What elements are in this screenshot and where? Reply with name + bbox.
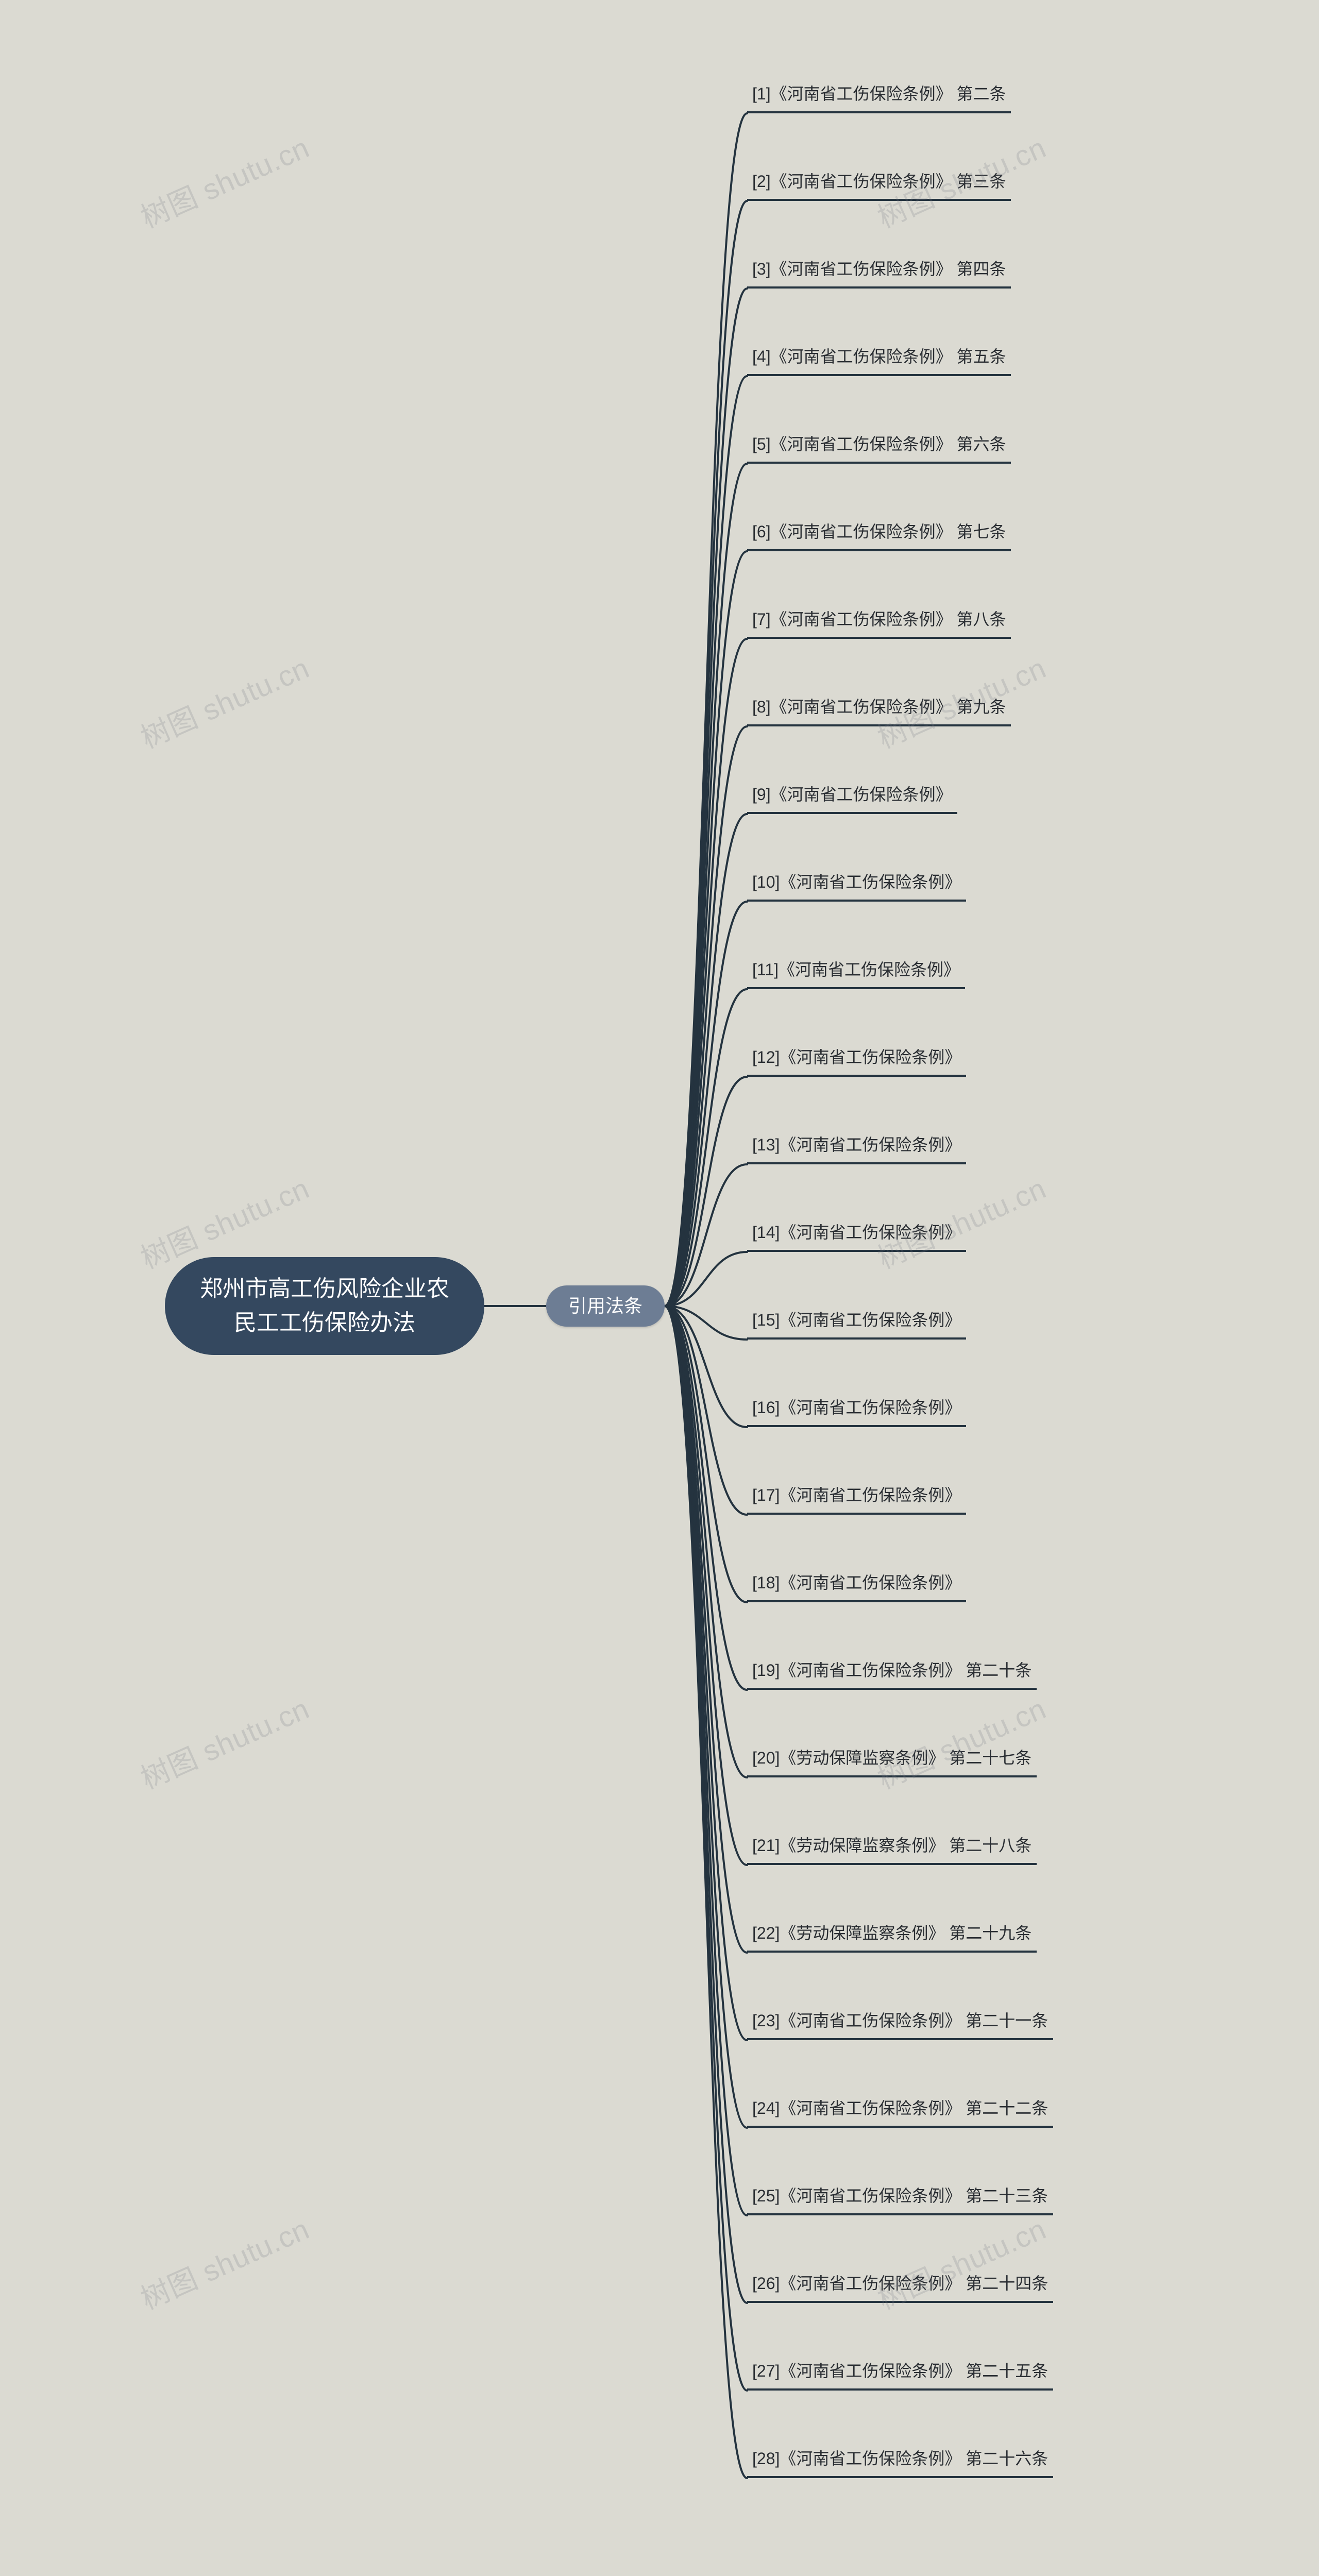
leaf-label: [3]《河南省工伤保险条例》 第四条 bbox=[752, 258, 1006, 281]
watermark-text: 树图 shutu.cn bbox=[133, 125, 315, 236]
leaf-label: [7]《河南省工伤保险条例》 第八条 bbox=[752, 608, 1006, 631]
leaf-label: [16]《河南省工伤保险条例》 bbox=[752, 1396, 961, 1419]
leaf-node[interactable]: [11]《河南省工伤保险条例》 bbox=[747, 953, 965, 989]
leaf-node[interactable]: [17]《河南省工伤保险条例》 bbox=[747, 1479, 966, 1515]
leaf-label: [18]《河南省工伤保险条例》 bbox=[752, 1571, 961, 1595]
leaf-label: [8]《河南省工伤保险条例》 第九条 bbox=[752, 696, 1006, 719]
leaf-label: [21]《劳动保障监察条例》 第二十八条 bbox=[752, 1834, 1031, 1857]
leaf-node[interactable]: [6]《河南省工伤保险条例》 第七条 bbox=[747, 515, 1011, 551]
leaf-label: [15]《河南省工伤保险条例》 bbox=[752, 1309, 961, 1332]
watermark-text: 树图 shutu.cn bbox=[133, 2206, 315, 2317]
leaf-node[interactable]: [1]《河南省工伤保险条例》 第二条 bbox=[747, 77, 1011, 113]
leaf-label: [23]《河南省工伤保险条例》 第二十一条 bbox=[752, 2009, 1048, 2032]
leaf-label: [28]《河南省工伤保险条例》 第二十六条 bbox=[752, 2447, 1048, 2470]
leaf-node[interactable]: [28]《河南省工伤保险条例》 第二十六条 bbox=[747, 2442, 1053, 2478]
mid-label: 引用法条 bbox=[568, 1293, 642, 1319]
leaf-node[interactable]: [7]《河南省工伤保险条例》 第八条 bbox=[747, 603, 1011, 639]
root-label: 郑州市高工伤风险企业农民工工伤保险办法 bbox=[191, 1272, 459, 1340]
leaf-node[interactable]: [22]《劳动保障监察条例》 第二十九条 bbox=[747, 1917, 1037, 1953]
leaf-node[interactable]: [14]《河南省工伤保险条例》 bbox=[747, 1216, 966, 1252]
leaf-label: [4]《河南省工伤保险条例》 第五条 bbox=[752, 345, 1006, 368]
watermark-text: 树图 shutu.cn bbox=[133, 1686, 315, 1797]
leaf-node[interactable]: [12]《河南省工伤保险条例》 bbox=[747, 1041, 966, 1077]
leaf-label: [26]《河南省工伤保险条例》 第二十四条 bbox=[752, 2272, 1048, 2295]
leaf-node[interactable]: [13]《河南省工伤保险条例》 bbox=[747, 1128, 966, 1164]
leaf-node[interactable]: [8]《河南省工伤保险条例》 第九条 bbox=[747, 690, 1011, 726]
leaf-label: [24]《河南省工伤保险条例》 第二十二条 bbox=[752, 2097, 1048, 2120]
leaf-label: [11]《河南省工伤保险条例》 bbox=[752, 958, 960, 981]
leaf-node[interactable]: [15]《河南省工伤保险条例》 bbox=[747, 1303, 966, 1340]
leaf-node[interactable]: [18]《河南省工伤保险条例》 bbox=[747, 1566, 966, 1602]
watermark-text: 树图 shutu.cn bbox=[133, 645, 315, 756]
leaf-label: [12]《河南省工伤保险条例》 bbox=[752, 1046, 961, 1069]
mid-node[interactable]: 引用法条 bbox=[546, 1285, 665, 1327]
leaf-label: [9]《河南省工伤保险条例》 bbox=[752, 783, 952, 806]
leaf-label: [6]《河南省工伤保险条例》 第七条 bbox=[752, 520, 1006, 544]
leaf-node[interactable]: [25]《河南省工伤保险条例》 第二十三条 bbox=[747, 2179, 1053, 2215]
leaf-label: [27]《河南省工伤保险条例》 第二十五条 bbox=[752, 2360, 1048, 2383]
leaf-label: [10]《河南省工伤保险条例》 bbox=[752, 871, 961, 894]
leaf-label: [1]《河南省工伤保险条例》 第二条 bbox=[752, 82, 1006, 106]
leaf-label: [5]《河南省工伤保险条例》 第六条 bbox=[752, 433, 1006, 456]
leaf-label: [14]《河南省工伤保险条例》 bbox=[752, 1221, 961, 1244]
leaf-label: [2]《河南省工伤保险条例》 第三条 bbox=[752, 170, 1006, 193]
leaf-label: [17]《河南省工伤保险条例》 bbox=[752, 1484, 961, 1507]
leaf-label: [19]《河南省工伤保险条例》 第二十条 bbox=[752, 1659, 1031, 1682]
leaf-node[interactable]: [20]《劳动保障监察条例》 第二十七条 bbox=[747, 1741, 1037, 1777]
leaf-label: [25]《河南省工伤保险条例》 第二十三条 bbox=[752, 2184, 1048, 2208]
leaf-node[interactable]: [3]《河南省工伤保险条例》 第四条 bbox=[747, 252, 1011, 289]
leaf-node[interactable]: [5]《河南省工伤保险条例》 第六条 bbox=[747, 428, 1011, 464]
leaf-node[interactable]: [4]《河南省工伤保险条例》 第五条 bbox=[747, 340, 1011, 376]
mindmap-canvas: 郑州市高工伤风险企业农民工工伤保险办法 引用法条 [1]《河南省工伤保险条例》 … bbox=[0, 0, 1319, 2576]
leaf-label: [13]《河南省工伤保险条例》 bbox=[752, 1133, 961, 1157]
leaf-node[interactable]: [10]《河南省工伤保险条例》 bbox=[747, 866, 966, 902]
leaf-node[interactable]: [2]《河南省工伤保险条例》 第三条 bbox=[747, 165, 1011, 201]
leaf-label: [20]《劳动保障监察条例》 第二十七条 bbox=[752, 1747, 1031, 1770]
leaf-node[interactable]: [24]《河南省工伤保险条例》 第二十二条 bbox=[747, 2092, 1053, 2128]
leaf-node[interactable]: [27]《河南省工伤保险条例》 第二十五条 bbox=[747, 2354, 1053, 2391]
leaf-node[interactable]: [9]《河南省工伤保险条例》 bbox=[747, 778, 957, 814]
leaf-node[interactable]: [21]《劳动保障监察条例》 第二十八条 bbox=[747, 1829, 1037, 1865]
leaf-node[interactable]: [23]《河南省工伤保险条例》 第二十一条 bbox=[747, 2004, 1053, 2040]
leaf-node[interactable]: [16]《河南省工伤保险条例》 bbox=[747, 1391, 966, 1427]
leaf-node[interactable]: [26]《河南省工伤保险条例》 第二十四条 bbox=[747, 2267, 1053, 2303]
leaf-label: [22]《劳动保障监察条例》 第二十九条 bbox=[752, 1922, 1031, 1945]
leaf-node[interactable]: [19]《河南省工伤保险条例》 第二十条 bbox=[747, 1654, 1037, 1690]
root-node[interactable]: 郑州市高工伤风险企业农民工工伤保险办法 bbox=[165, 1257, 484, 1355]
